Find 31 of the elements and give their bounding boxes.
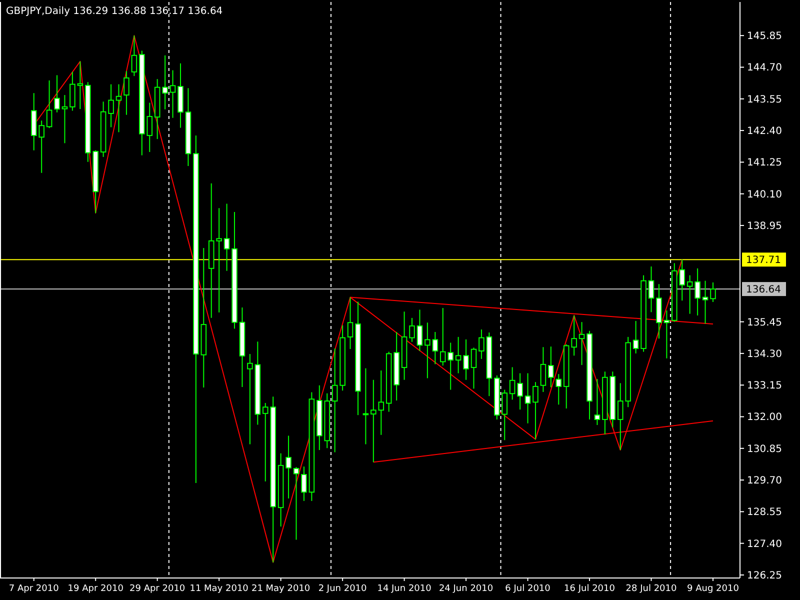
x-tick-label: 29 Apr 2010 — [130, 584, 186, 594]
y-tick-label: 138.95 — [747, 220, 782, 232]
y-tick-label: 141.25 — [747, 158, 782, 169]
x-tick-label: 24 Jun 2010 — [438, 584, 494, 594]
y-tick-label: 128.55 — [747, 507, 782, 518]
chart-title: GBPJPY,Daily 136.29 136.88 136.17 136.64 — [6, 6, 223, 17]
y-tick-label: 129.70 — [747, 476, 782, 487]
y-tick-label: 132.00 — [747, 412, 782, 424]
x-tick-label: 21 May 2010 — [251, 584, 310, 594]
y-tick-label: 133.15 — [747, 380, 782, 392]
x-tick-label: 11 May 2010 — [190, 584, 249, 594]
y-tick-label: 127.40 — [747, 538, 782, 550]
x-tick-label: 7 Apr 2010 — [8, 584, 60, 594]
y-tick-label: 145.85 — [747, 31, 782, 42]
x-tick-label: 14 Jun 2010 — [377, 584, 432, 594]
y-tick-label: 130.85 — [747, 444, 782, 455]
ref-line-label: 137.71 — [746, 255, 781, 266]
ref-line-label: 136.64 — [746, 284, 781, 296]
y-tick-label: 143.55 — [747, 94, 782, 106]
x-tick-label: 9 Aug 2010 — [687, 584, 740, 594]
x-tick-label: 2 Jun 2010 — [318, 584, 368, 594]
x-tick-label: 28 Jul 2010 — [626, 584, 677, 594]
y-tick-label: 134.30 — [747, 348, 782, 360]
y-tick-label: 135.45 — [747, 317, 782, 328]
x-tick-label: 19 Apr 2010 — [68, 584, 124, 594]
x-tick-label: 6 Jul 2010 — [505, 584, 551, 594]
y-tick-label: 140.10 — [747, 189, 782, 200]
x-tick-label: 16 Jul 2010 — [564, 584, 616, 594]
y-tick-label: 126.25 — [747, 570, 782, 582]
y-tick-label: 144.70 — [747, 62, 782, 74]
y-tick-label: 142.40 — [747, 126, 782, 138]
